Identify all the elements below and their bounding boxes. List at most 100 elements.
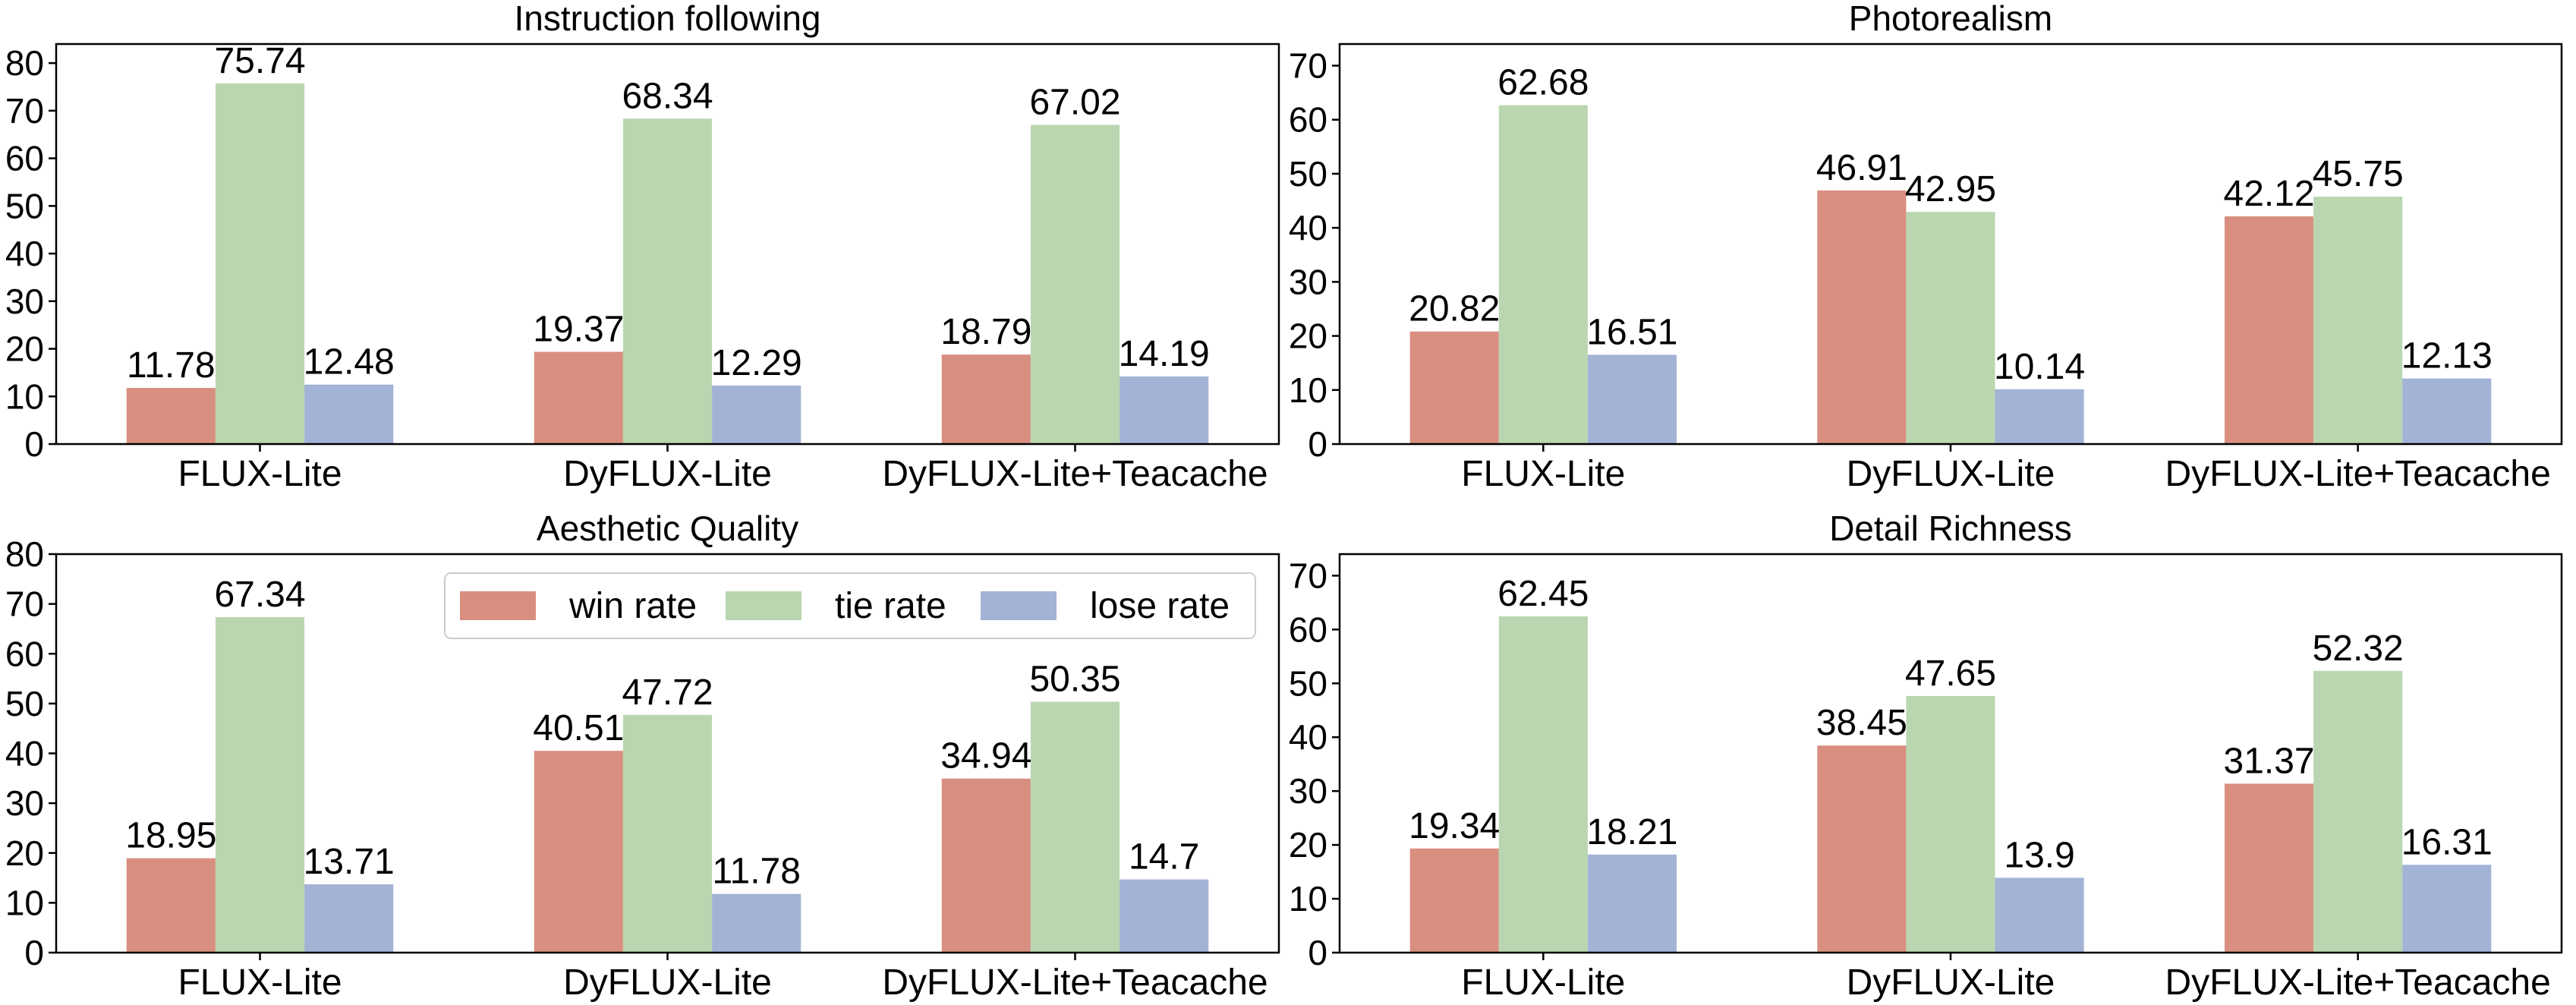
y-tick-label: 20 [5,329,44,369]
bar-lose-1 [304,884,394,953]
data-label: 42.95 [1905,169,1996,210]
bar-tie-3 [2313,197,2403,444]
legend-label-tie: tie rate [835,586,946,626]
chart-panel-4: Detail Richness 19.34 38.45 31.37 62.45 47.65… [1289,509,2563,1003]
y-tick-label: 40 [1289,208,1327,247]
bar-lose-2 [1995,389,2084,444]
data-label: 12.13 [2401,336,2493,376]
y-tick-label: 50 [5,684,44,723]
y-tick-label: 70 [1289,46,1327,85]
data-label: 45.75 [2313,154,2404,194]
data-label: 18.21 [1586,812,1677,852]
y-tick-label: 70 [5,91,44,131]
data-label: 12.48 [304,342,395,383]
y-tick-label: 0 [24,933,44,972]
y-tick-label: 50 [1289,154,1327,194]
chart-title: Aesthetic Quality [537,509,798,548]
x-tick-label: DyFLUX-Lite [563,962,772,1003]
bar-win-1 [1409,331,1499,444]
legend-box [444,572,1256,639]
x-tick-label: DyFLUX-Lite+Teacache [882,454,1268,494]
chart-title: Detail Richness [1829,509,2072,548]
chart-panel-3: Aesthetic Quality 18.95 40.51 34.94 67.34 47.… [5,509,1280,1003]
data-label: 46.91 [1816,148,1907,188]
y-tick-label: 20 [5,833,44,873]
bar-win-2 [1817,190,1907,445]
y-tick-label: 10 [1289,879,1327,918]
data-label: 10.14 [1994,347,2085,387]
y-tick-label: 0 [1308,424,1327,464]
y-tick-label: 30 [1289,771,1327,811]
data-label: 20.82 [1409,289,1500,329]
data-label: 47.72 [622,673,713,713]
legend-label-lose: lose rate [1090,586,1230,626]
y-tick-label: 60 [5,139,44,178]
y-tick-label: 20 [1289,317,1327,356]
y-tick-label: 30 [5,783,44,823]
bar-lose-2 [712,385,801,444]
bar-win-2 [1817,745,1907,953]
bar-win-2 [534,351,623,444]
data-label: 75.74 [214,41,305,81]
bar-lose-1 [304,384,394,444]
bar-lose-2 [1995,877,2084,953]
bar-win-3 [2225,216,2314,444]
bar-lose-3 [2402,865,2492,953]
x-tick-label: DyFLUX-Lite [1847,454,2055,494]
x-tick-label: DyFLUX-Lite+Teacache [2165,454,2551,494]
bar-tie-1 [215,83,305,444]
data-label: 11.78 [712,852,801,892]
bar-lose-3 [1120,879,1209,953]
bar-lose-3 [1120,376,1209,444]
data-label: 52.32 [2313,629,2404,669]
y-tick-label: 60 [1289,100,1327,140]
bar-win-1 [1409,848,1499,953]
data-label: 68.34 [622,76,713,116]
data-label: 14.19 [1119,334,1210,374]
bar-win-1 [126,858,216,953]
x-tick-label: DyFLUX-Lite+Teacache [882,962,1268,1003]
data-label: 42.12 [2224,174,2315,214]
y-tick-label: 40 [5,734,44,773]
data-label: 19.37 [533,309,624,349]
y-tick-label: 50 [1289,663,1327,703]
bar-tie-3 [1030,701,1120,953]
bar-win-3 [941,778,1031,953]
data-label: 31.37 [2224,741,2315,781]
legend: win rate tie rate lose rate [444,572,1256,639]
data-label: 62.45 [1497,574,1589,614]
bar-lose-1 [1587,854,1677,953]
y-tick-label: 70 [1289,556,1327,595]
data-label: 34.94 [940,736,1031,777]
bar-lose-2 [712,893,801,953]
legend-swatch-tie [726,591,801,620]
bar-tie-2 [1906,695,1995,953]
x-tick-label: FLUX-Lite [1461,454,1625,494]
x-tick-label: FLUX-Lite [178,454,342,494]
y-tick-label: 30 [1289,262,1327,301]
bar-tie-1 [1498,616,1588,953]
data-label: 12.29 [711,343,802,383]
y-tick-label: 0 [24,424,44,464]
bar-tie-1 [215,617,305,953]
y-tick-label: 10 [5,376,44,416]
data-label: 62.68 [1497,63,1589,103]
data-label: 16.51 [1586,312,1677,352]
data-label: 47.65 [1905,654,1996,694]
x-tick-label: DyFLUX-Lite+Teacache [2165,962,2551,1003]
data-label: 14.7 [1129,837,1199,877]
chart-title: Instruction following [515,0,821,38]
bar-win-1 [126,388,216,444]
bar-tie-2 [1906,212,1995,444]
data-label: 18.79 [940,312,1031,352]
data-label: 11.78 [127,345,216,386]
bar-tie-2 [622,714,713,953]
y-tick-label: 0 [1308,933,1327,972]
bar-win-3 [2225,783,2314,953]
data-label: 13.71 [304,842,395,882]
data-label: 16.31 [2401,822,2493,862]
y-tick-label: 50 [5,186,44,225]
y-tick-label: 80 [5,534,44,574]
bar-tie-3 [2313,670,2403,953]
